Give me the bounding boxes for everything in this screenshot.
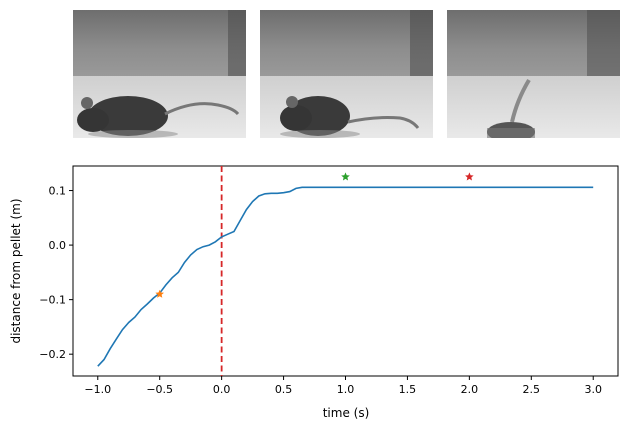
x-tick-label: −1.0 xyxy=(84,383,111,396)
star-marker xyxy=(155,289,164,298)
x-tick-label: 2.5 xyxy=(523,383,541,396)
y-tick-label: 0.0 xyxy=(49,239,67,252)
star-marker xyxy=(465,172,474,181)
x-tick-label: 2.0 xyxy=(461,383,479,396)
x-tick-label: 1.5 xyxy=(399,383,417,396)
x-tick-label: 0.5 xyxy=(275,383,293,396)
x-tick-label: 0.0 xyxy=(213,383,231,396)
y-axis-label: distance from pellet (m) xyxy=(9,198,23,343)
y-tick-label: −0.2 xyxy=(39,348,66,361)
y-tick-label: 0.1 xyxy=(49,185,67,198)
series-line xyxy=(97,186,594,367)
x-axis-ticks: −1.0 −0.5 0.0 0.5 1.0 1.5 2.0 2.5 3.0 xyxy=(84,376,602,396)
marker-group xyxy=(155,172,474,298)
plot-frame xyxy=(72,165,619,377)
y-tick-label: −0.1 xyxy=(39,294,66,307)
mouse-frame-2 xyxy=(260,10,433,138)
y-axis-ticks: −0.2 −0.1 0.0 0.1 xyxy=(39,185,73,361)
mouse-frame-1 xyxy=(73,10,246,138)
mouse-frame-3 xyxy=(447,10,620,138)
x-axis-label: time (s) xyxy=(323,406,370,420)
x-tick-label: 1.0 xyxy=(337,383,355,396)
x-tick-label: 3.0 xyxy=(584,383,602,396)
x-tick-label: −0.5 xyxy=(146,383,173,396)
star-marker xyxy=(341,172,350,181)
